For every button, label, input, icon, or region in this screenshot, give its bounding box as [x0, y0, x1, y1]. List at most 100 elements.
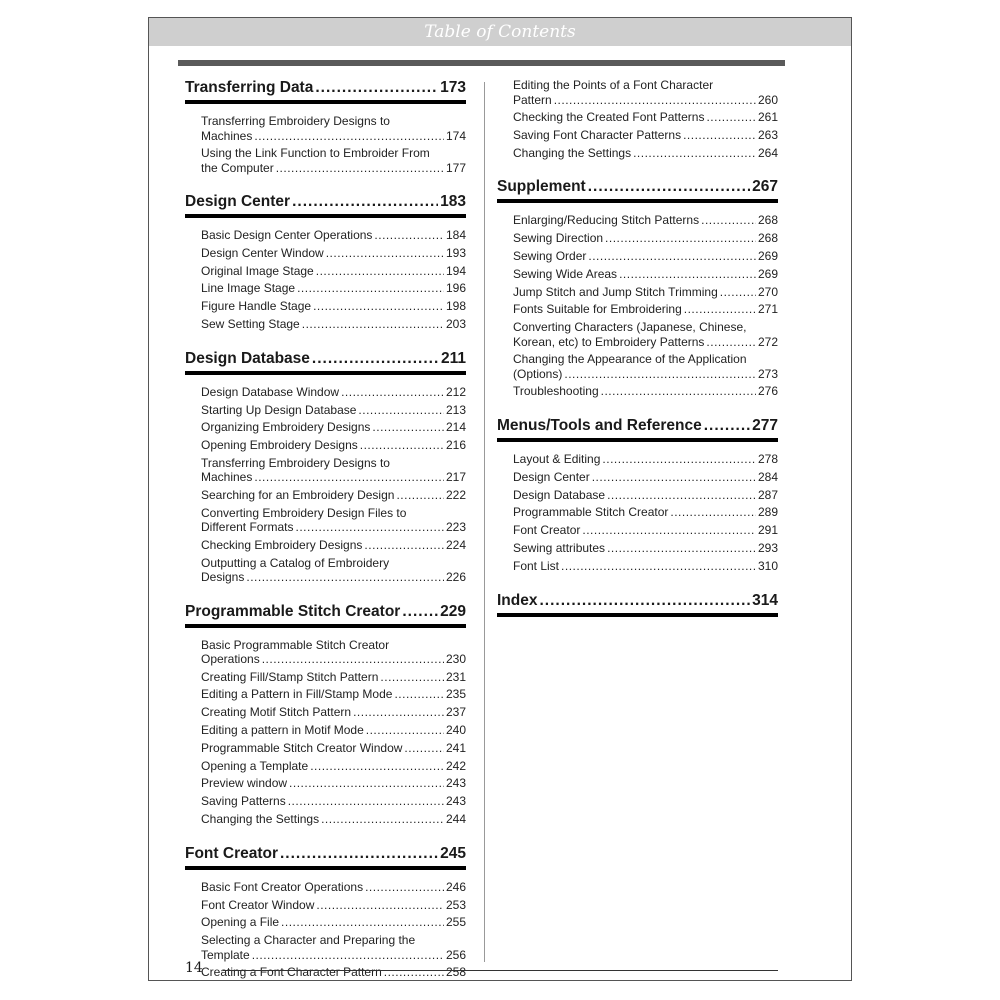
dot-leader — [360, 437, 444, 455]
toc-entry[interactable]: Preview window 243 — [185, 775, 466, 793]
dot-leader — [364, 537, 444, 555]
section-heading[interactable]: Programmable Stitch Creator 229 — [185, 601, 466, 623]
toc-entry[interactable]: Figure Handle Stage 198 — [185, 298, 466, 316]
toc-entry[interactable]: Font Creator Window 253 — [185, 897, 466, 915]
toc-entry[interactable]: Font List 310 — [497, 558, 778, 576]
entry-page: 226 — [445, 570, 466, 585]
entry-row: Design Database Window 212 — [201, 384, 466, 402]
entry-row: Searching for an Embroidery Design 222 — [201, 487, 466, 505]
toc-entry[interactable]: Opening Embroidery Designs 216 — [185, 437, 466, 455]
toc-entry[interactable]: Creating a Font Character Pattern 258 — [185, 964, 466, 982]
entry-page: 293 — [757, 540, 778, 555]
dot-leader — [302, 316, 444, 334]
toc-entry[interactable]: Layout & Editing 278 — [497, 451, 778, 469]
toc-entry[interactable]: Fonts Suitable for Embroidering 271 — [497, 301, 778, 319]
entry-page: 260 — [757, 92, 778, 107]
toc-entry[interactable]: Searching for an Embroidery Design 222 — [185, 487, 466, 505]
entry-row: Changing the Settings 244 — [201, 811, 466, 829]
section-heading[interactable]: Menus/Tools and Reference 277 — [497, 415, 778, 437]
toc-entry[interactable]: Transferring Embroidery Designs to Machin… — [185, 113, 466, 145]
entry-title-line: Opening a File — [201, 915, 280, 930]
entry-row: (Options) 273 — [513, 367, 778, 382]
entry-title-line: Basic Font Creator Operations — [201, 879, 364, 894]
toc-entry[interactable]: Checking the Created Font Patterns 261 — [497, 109, 778, 127]
toc-entry[interactable]: Programmable Stitch Creator Window 241 — [185, 740, 466, 758]
entry-title-line: Font List — [513, 558, 560, 573]
toc-entry[interactable]: Sewing Direction 268 — [497, 230, 778, 248]
entry-title-line: Sewing Order — [513, 248, 587, 263]
toc-entry[interactable]: Saving Font Character Patterns 263 — [497, 127, 778, 145]
toc-entry[interactable]: Converting Characters (Japanese, Chinese… — [497, 319, 778, 351]
entry-row: Enlarging/Reducing Stitch Patterns 268 — [513, 212, 778, 230]
entry-title-line: Template — [201, 947, 250, 962]
dot-leader — [402, 601, 438, 623]
section-heading[interactable]: Transferring Data 173 — [185, 77, 466, 99]
toc-entry[interactable]: Sewing Order 269 — [497, 248, 778, 266]
section-title: Menus/Tools and Reference — [497, 416, 702, 434]
toc-entry[interactable]: Converting Embroidery Design Files to Dif… — [185, 505, 466, 537]
dot-leader — [276, 161, 444, 176]
entry-page: 271 — [757, 302, 778, 317]
toc-column-right: Editing the Points of a Font Character Pa… — [497, 77, 778, 631]
toc-entry[interactable]: Starting Up Design Database 213 — [185, 402, 466, 420]
toc-section: Transferring Data 173 Transferring Embroid… — [185, 77, 466, 177]
entry-row: Sewing Direction 268 — [513, 230, 778, 248]
entry-page: 235 — [445, 687, 466, 702]
entry-title-line: Converting Characters (Japanese, Chinese… — [513, 320, 747, 335]
toc-entry[interactable]: Using the Link Function to Embroider Fro… — [185, 145, 466, 177]
entry-page: 243 — [445, 776, 466, 791]
toc-entry[interactable]: Selecting a Character and Preparing the T… — [185, 932, 466, 964]
toc-entry[interactable]: Basic Design Center Operations 184 — [185, 227, 466, 245]
entry-row: Layout & Editing 278 — [513, 451, 778, 469]
toc-entry[interactable]: Sewing attributes 293 — [497, 540, 778, 558]
toc-entry[interactable]: Original Image Stage 194 — [185, 263, 466, 281]
toc-entry[interactable]: Programmable Stitch Creator 289 — [497, 504, 778, 522]
toc-entry[interactable]: Basic Font Creator Operations 246 — [185, 879, 466, 897]
toc-entry[interactable]: Outputting a Catalog of Embroidery Design… — [185, 555, 466, 587]
toc-entry[interactable]: Design Center Window 193 — [185, 245, 466, 263]
toc-entry[interactable]: Sew Setting Stage 203 — [185, 316, 466, 334]
entry-page: 231 — [445, 669, 466, 684]
entry-page: 212 — [445, 384, 466, 399]
toc-entry[interactable]: Jump Stitch and Jump Stitch Trimming 270 — [497, 284, 778, 302]
toc-entry[interactable]: Changing the Appearance of the Applicati… — [497, 351, 778, 383]
toc-entry[interactable]: Enlarging/Reducing Stitch Patterns 268 — [497, 212, 778, 230]
toc-entry[interactable]: Troubleshooting 276 — [497, 383, 778, 401]
entry-title-line: Creating a Font Character Pattern — [201, 965, 382, 980]
section-heading[interactable]: Supplement 267 — [497, 176, 778, 198]
section-heading[interactable]: Design Center 183 — [185, 191, 466, 213]
entry-page: 264 — [757, 145, 778, 160]
toc-entry[interactable]: Editing a pattern in Motif Mode 240 — [185, 722, 466, 740]
toc-entry[interactable]: Saving Patterns 243 — [185, 793, 466, 811]
section-heading[interactable]: Design Database 211 — [185, 348, 466, 370]
entry-title-line: Transferring Embroidery Designs to — [201, 114, 390, 128]
entry-title-line: Checking Embroidery Designs — [201, 537, 363, 552]
toc-entry[interactable]: Opening a File 255 — [185, 914, 466, 932]
toc-entry[interactable]: Editing the Points of a Font Character Pa… — [497, 77, 778, 109]
section-heading[interactable]: Font Creator 245 — [185, 843, 466, 865]
dot-leader — [396, 487, 444, 505]
toc-entry[interactable]: Line Image Stage 196 — [185, 280, 466, 298]
toc-entry[interactable]: Organizing Embroidery Designs 214 — [185, 419, 466, 437]
section-heading[interactable]: Index 314 — [497, 590, 778, 612]
entry-page: 270 — [757, 284, 778, 299]
toc-entry[interactable]: Design Center 284 — [497, 469, 778, 487]
entry-page: 268 — [757, 231, 778, 246]
toc-entry[interactable]: Changing the Settings 264 — [497, 145, 778, 163]
toc-entry[interactable]: Sewing Wide Areas 269 — [497, 266, 778, 284]
toc-entry[interactable]: Checking Embroidery Designs 224 — [185, 537, 466, 555]
toc-entry[interactable]: Transferring Embroidery Designs to Machin… — [185, 455, 466, 487]
toc-entry[interactable]: Basic Programmable Stitch Creator Operati… — [185, 637, 466, 669]
entry-page: 196 — [445, 281, 466, 296]
toc-entry[interactable]: Design Database 287 — [497, 487, 778, 505]
toc-entry[interactable]: Creating Fill/Stamp Stitch Pattern 231 — [185, 669, 466, 687]
entry-title-line: Designs — [201, 570, 245, 585]
entry-row: Checking Embroidery Designs 224 — [201, 537, 466, 555]
toc-entry[interactable]: Creating Motif Stitch Pattern 237 — [185, 704, 466, 722]
toc-entry[interactable]: Opening a Template 242 — [185, 758, 466, 776]
toc-entry[interactable]: Design Database Window 212 — [185, 384, 466, 402]
toc-entry[interactable]: Font Creator 291 — [497, 522, 778, 540]
toc-entry[interactable]: Editing a Pattern in Fill/Stamp Mode 235 — [185, 686, 466, 704]
toc-entry[interactable]: Changing the Settings 244 — [185, 811, 466, 829]
entry-row: Saving Font Character Patterns 263 — [513, 127, 778, 145]
